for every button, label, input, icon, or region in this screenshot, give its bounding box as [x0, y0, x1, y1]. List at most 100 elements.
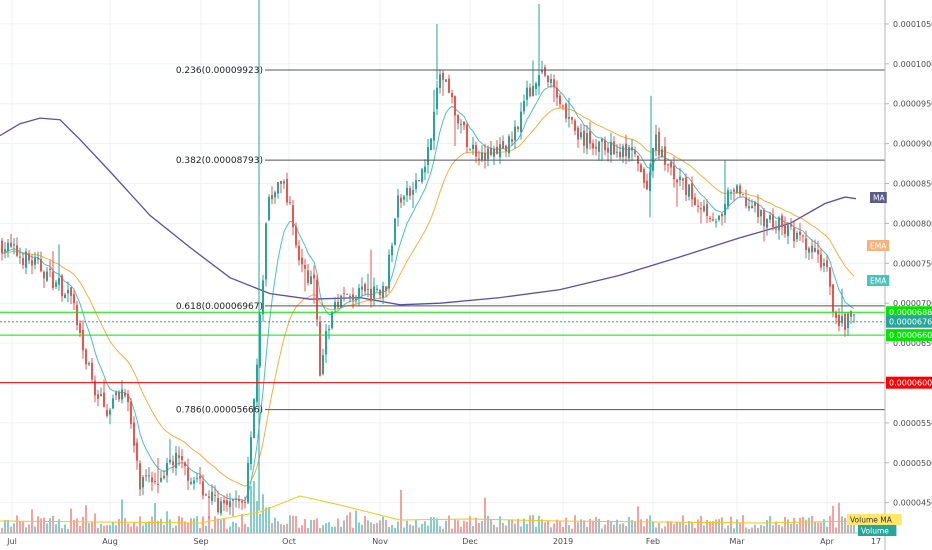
volume-bar — [580, 519, 582, 533]
candle-body — [157, 483, 159, 485]
candle-body — [106, 409, 108, 416]
volume-bar — [517, 518, 519, 533]
volume-bar — [127, 523, 129, 533]
volume-bar — [502, 522, 504, 533]
candle-body — [394, 218, 396, 245]
volume-bar — [16, 515, 18, 533]
volume-bar — [760, 524, 762, 533]
volume-bar — [829, 516, 831, 533]
volume-bar — [421, 523, 423, 533]
candle-body — [769, 215, 771, 220]
candle-body — [85, 349, 87, 365]
candle-body — [742, 194, 744, 196]
indicator-badge-label: Volume — [861, 527, 889, 536]
candle-body — [325, 331, 327, 355]
candle-body — [250, 437, 252, 464]
volume-bar — [88, 523, 90, 533]
candle-body — [424, 166, 426, 173]
volume-bar — [403, 527, 405, 533]
time-axis[interactable]: Jul Aug Sep Oct Nov Dec 2019 Feb Mar Apr 17 — [0, 532, 885, 546]
candle-body — [277, 182, 279, 194]
volume-bar — [448, 515, 450, 533]
candle-body — [469, 149, 471, 151]
candle-body — [238, 498, 240, 502]
price-axis[interactable]: 0.00010500 0.00010000 0.00009500 0.00009000… — [884, 0, 932, 550]
volume-bar — [694, 527, 696, 533]
volume-bar — [787, 519, 789, 533]
volume-bar — [628, 516, 630, 533]
ema-fast-line — [1, 85, 855, 502]
time-tick-label: Dec — [462, 537, 477, 546]
candle-body — [289, 202, 291, 204]
candle-body — [613, 141, 615, 155]
volume-bar — [508, 520, 510, 533]
volume-bar — [316, 518, 318, 533]
volume-bar — [613, 524, 615, 533]
candle-body — [55, 282, 57, 287]
volume-bar — [37, 516, 39, 533]
volume-bar — [76, 518, 78, 533]
volume-bar — [646, 518, 648, 533]
candle-body — [79, 323, 81, 333]
volume-bar — [733, 528, 735, 533]
volume-bar — [703, 525, 705, 533]
candle-body — [826, 260, 828, 268]
volume-bar — [445, 520, 447, 533]
volume-bar — [340, 526, 342, 533]
candle-body — [670, 162, 672, 168]
price-tick-label: 0.00010000 — [893, 60, 932, 69]
volume-bar — [244, 523, 246, 533]
candle-body — [604, 140, 606, 151]
volume-bar — [748, 528, 750, 533]
volume-bar — [739, 523, 741, 533]
volume-bar — [700, 515, 702, 533]
volume-bar — [328, 522, 330, 533]
volume-bar — [142, 525, 144, 533]
candle-body — [136, 442, 138, 461]
volume-bar — [541, 519, 543, 533]
candle-body — [214, 494, 216, 496]
candle-body — [499, 144, 501, 158]
volume-bar — [163, 524, 165, 533]
candle-body — [616, 151, 618, 153]
price-badge — [886, 315, 932, 328]
candle-body — [496, 146, 498, 154]
volume-bar — [460, 526, 462, 533]
candle-body — [16, 245, 18, 256]
volume-bar — [184, 521, 186, 533]
candle-body — [232, 499, 234, 501]
volume-bar — [712, 521, 714, 533]
candle-body — [784, 225, 786, 235]
volume-bar — [202, 516, 204, 533]
volume-bar — [229, 526, 231, 533]
candle-body — [262, 280, 264, 315]
volume-bar — [727, 525, 729, 533]
volume-bar — [574, 515, 576, 533]
volume-bar — [271, 523, 273, 533]
candle-body — [451, 93, 453, 98]
volume-bar — [583, 520, 585, 533]
candle-body — [196, 477, 198, 479]
volume-bar — [427, 525, 429, 533]
candle-body — [244, 501, 246, 503]
volume-bar — [568, 525, 570, 533]
volume-bar — [274, 517, 276, 533]
candle-body — [202, 481, 204, 496]
volume-bar — [670, 521, 672, 533]
candle-body — [358, 288, 360, 297]
volume-bar — [370, 522, 372, 533]
ma-line — [0, 117, 857, 306]
fib-level-label: 0.618(0.00006967) — [176, 302, 263, 312]
candle-body — [577, 127, 579, 140]
volume-bar — [520, 526, 522, 533]
volume-bar — [277, 521, 279, 533]
candle-body — [439, 74, 441, 88]
volume-bar — [82, 516, 84, 533]
candle-body — [661, 149, 663, 157]
volume-bar — [457, 520, 459, 533]
candle-body — [13, 244, 15, 246]
candle-body — [721, 213, 723, 217]
volume-bar — [526, 523, 528, 533]
candle-body — [634, 150, 636, 155]
